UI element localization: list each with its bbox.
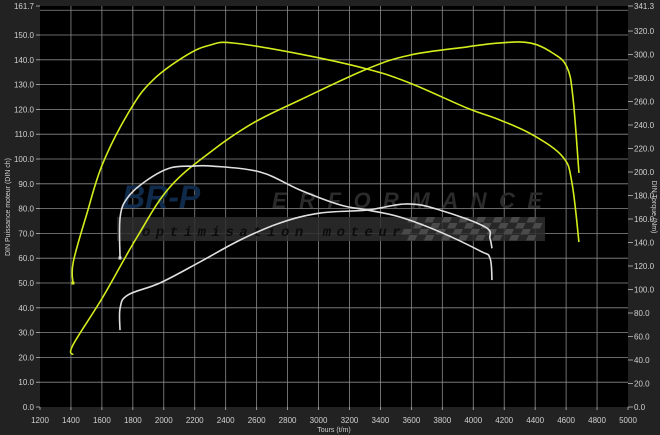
x-tick-label: 2800: [279, 416, 297, 425]
plot-area: [40, 6, 628, 407]
y-left-tick-label: 110.0: [15, 130, 35, 139]
x-tick-label: 4000: [464, 416, 482, 425]
y-right-tick-label: 260.0: [634, 98, 655, 107]
x-tick-label: 1800: [124, 416, 142, 425]
flag-square: [525, 235, 537, 241]
y-right-tick-label: 300.0: [634, 51, 655, 60]
x-tick-label: 3200: [341, 416, 359, 425]
y-left-tick-label: 0.0: [23, 403, 35, 412]
y-left-tick-label: 80.0: [18, 205, 34, 214]
flag-square: [526, 217, 537, 223]
x-tick-label: 1400: [62, 416, 80, 425]
flag-square: [520, 229, 531, 235]
y-left-tick-label: 30.0: [18, 329, 34, 338]
x-tick-label: 4400: [526, 416, 544, 425]
flag-square: [531, 223, 543, 229]
series-line-0: [71, 41, 580, 284]
series-start-marker: [118, 256, 122, 260]
y-right-tick-label: 320.0: [634, 27, 655, 36]
x-tick-label: 3600: [402, 416, 420, 425]
y-left-tick-label: 90.0: [18, 180, 34, 189]
x-tick-label: 3400: [372, 416, 390, 425]
x-tick-label: 2600: [248, 416, 266, 425]
series-line-2: [118, 164, 493, 281]
y-right-tick-label: 160.0: [634, 215, 655, 224]
x-tick-label: 2200: [186, 416, 204, 425]
y-left-tick-label: 60.0: [18, 254, 34, 263]
x-tick-label: 4600: [557, 416, 575, 425]
y-left-tick-label: 161.7: [14, 2, 35, 11]
flag-square: [463, 223, 475, 229]
watermark-logo: BR-P ERFORMANCE optimisation moteur: [117, 179, 545, 241]
x-tick-label: 4800: [588, 416, 606, 425]
flag-square: [423, 235, 435, 241]
flag-square: [429, 223, 441, 229]
y-left-tick-label: 70.0: [18, 229, 34, 238]
flag-square: [446, 223, 458, 229]
flag-square: [480, 223, 492, 229]
flag-square: [497, 223, 509, 229]
x-tick-label: 5000: [619, 416, 637, 425]
y-left-tick-label: 130.0: [14, 81, 35, 90]
y-right-tick-label: 120.0: [634, 262, 655, 271]
flag-square: [514, 223, 526, 229]
y-left-tick-label: 120.0: [14, 105, 35, 114]
x-tick-label: 4200: [495, 416, 513, 425]
y-right-tick-label: 140.0: [634, 239, 655, 248]
y-right-axis-label: DIN Torque (Nm): [650, 181, 657, 234]
flag-square: [492, 217, 503, 223]
y-left-tick-label: 10.0: [18, 378, 34, 387]
logo-tagline: optimisation moteur: [142, 225, 406, 241]
y-left-tick-label: 40.0: [18, 304, 34, 313]
flag-square: [457, 235, 469, 241]
flag-square: [509, 217, 520, 223]
flag-square: [475, 217, 486, 223]
y-right-tick-label: 200.0: [634, 168, 655, 177]
x-tick-label: 3800: [433, 416, 451, 425]
x-tick-label: 1600: [93, 416, 111, 425]
y-right-tick-label: 20.0: [634, 380, 650, 389]
flag-square: [424, 217, 435, 223]
x-tick-label: 2000: [155, 416, 173, 425]
y-right-tick-label: 40.0: [634, 356, 650, 365]
y-right-tick-label: 100.0: [634, 286, 655, 295]
y-left-tick-label: 50.0: [18, 279, 34, 288]
series-line-3: [118, 203, 493, 331]
y-right-tick-label: 180.0: [634, 192, 655, 201]
y-right-tick-label: 60.0: [634, 333, 650, 342]
y-left-axis-label: DIN Puissance moteur (DIN ch): [5, 158, 12, 256]
x-tick-label: 1200: [31, 416, 49, 425]
series-line-1: [69, 41, 580, 356]
flag-square: [508, 235, 520, 241]
x-axis-label: Tours (t/m): [317, 427, 350, 434]
flag-square: [401, 229, 412, 235]
flag-square: [452, 229, 463, 235]
y-right-tick-label: 280.0: [634, 74, 655, 83]
y-right-tick-label: 0.0: [634, 403, 646, 412]
y-right-tick-label: 341.3: [634, 2, 655, 11]
y-right-tick-label: 220.0: [634, 145, 655, 154]
y-left-tick-label: 150.0: [14, 31, 35, 40]
axis-ticks: 1200 1400 1600 1800 2000 2200 2400 2600 2800 3000…: [14, 2, 655, 425]
series-group: [69, 41, 580, 356]
flag-square: [406, 235, 418, 241]
y-left-tick-label: 20.0: [18, 353, 34, 362]
flag-square: [503, 229, 514, 235]
y-left-tick-label: 100.0: [14, 155, 35, 164]
flag-square: [441, 217, 452, 223]
x-tick-label: 2400: [217, 416, 235, 425]
y-right-tick-label: 80.0: [634, 309, 650, 318]
flag-square: [491, 235, 503, 241]
series-start-marker: [71, 281, 75, 285]
flag-square: [418, 229, 429, 235]
flag-square: [474, 235, 486, 241]
y-left-tick-label: 140.0: [14, 56, 35, 65]
flag-square: [469, 229, 480, 235]
y-right-tick-label: 240.0: [634, 121, 655, 130]
x-tick-label: 3000: [310, 416, 328, 425]
